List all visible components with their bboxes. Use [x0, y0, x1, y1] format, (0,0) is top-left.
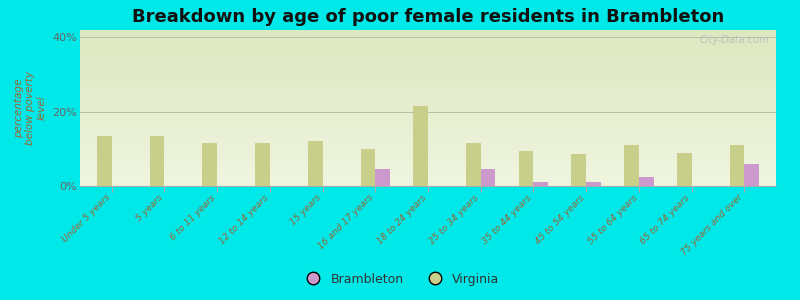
Bar [518, 151, 534, 186]
Bar [202, 143, 217, 186]
Bar [308, 141, 322, 186]
Bar [361, 149, 375, 186]
Bar [534, 182, 548, 186]
Bar [677, 153, 692, 186]
Bar [481, 169, 495, 186]
Bar [414, 106, 428, 186]
Title: Breakdown by age of poor female residents in Brambleton: Breakdown by age of poor female resident… [132, 8, 724, 26]
Bar [586, 182, 601, 186]
Bar [571, 154, 586, 186]
Bar [639, 177, 654, 186]
Bar [744, 164, 759, 186]
Bar [624, 145, 639, 186]
Legend: Brambleton, Virginia: Brambleton, Virginia [295, 268, 505, 291]
Bar [375, 169, 390, 186]
Bar [730, 145, 744, 186]
Text: City-Data.com: City-Data.com [699, 35, 769, 45]
Bar [97, 136, 112, 186]
Bar [150, 136, 164, 186]
Y-axis label: percentage
below poverty
level: percentage below poverty level [14, 71, 47, 145]
Bar [466, 143, 481, 186]
Bar [255, 143, 270, 186]
